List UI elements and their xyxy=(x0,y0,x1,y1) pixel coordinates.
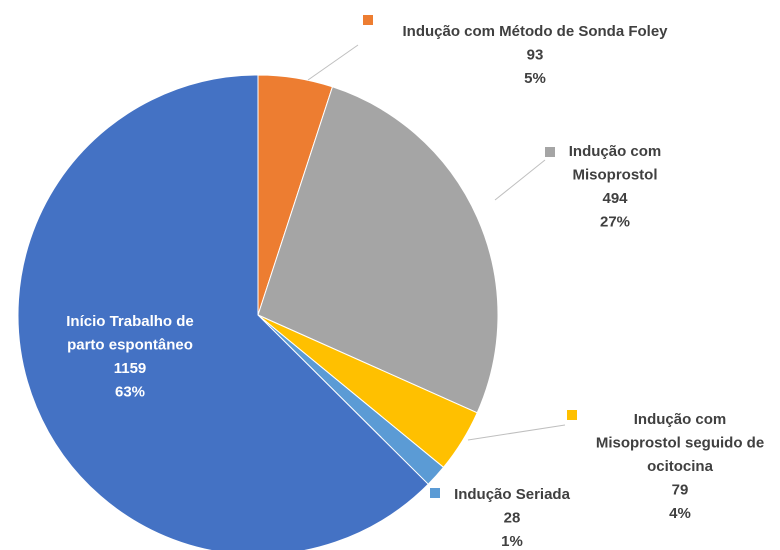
pie-slice xyxy=(257,86,499,414)
data-label-name: parto espontâneo xyxy=(67,336,193,353)
data-label-name: Indução com Método de Sonda Foley xyxy=(402,23,668,40)
pie-slice xyxy=(17,74,429,550)
data-label-percent: 63% xyxy=(115,383,145,400)
data-label-name: Indução com xyxy=(569,143,662,160)
data-label-percent: 1% xyxy=(501,533,523,550)
data-label-name: Misoprostol xyxy=(573,166,658,183)
data-label-value: 1159 xyxy=(114,360,147,377)
data-label-name: ocitocina xyxy=(647,458,714,475)
data-label-value: 494 xyxy=(602,190,628,207)
legend-marker xyxy=(430,488,440,498)
data-label-name: Início Trabalho de xyxy=(66,313,194,330)
data-label-value: 28 xyxy=(504,509,521,526)
legend-marker xyxy=(545,147,555,157)
data-label-percent: 27% xyxy=(600,213,630,230)
data-label-name: Indução Seriada xyxy=(454,486,571,503)
data-label-value: 79 xyxy=(672,481,689,498)
legend-marker xyxy=(567,410,577,420)
leader-line xyxy=(307,44,359,81)
data-label-value: 93 xyxy=(527,46,544,63)
data-label-percent: 4% xyxy=(669,505,691,522)
leader-line xyxy=(467,424,566,441)
legend-marker xyxy=(363,15,373,25)
leader-line xyxy=(494,159,546,201)
data-label-percent: 5% xyxy=(524,70,546,87)
data-label-name: Indução com xyxy=(634,411,727,428)
data-label-name: Misoprostol seguido de xyxy=(596,434,764,451)
